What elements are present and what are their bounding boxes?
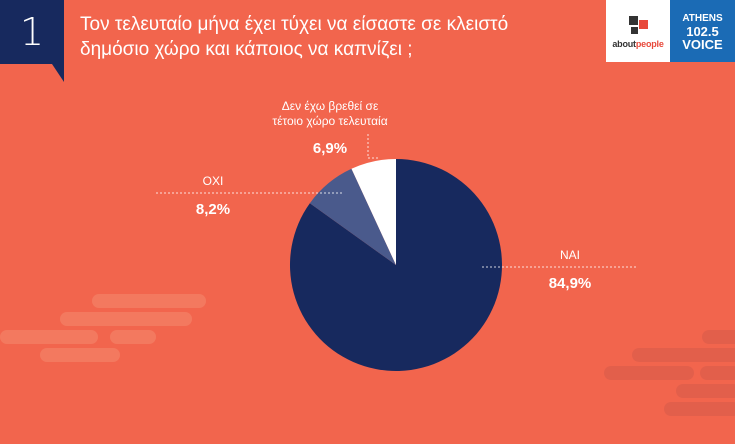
slice-value-nai: 84,9% [549, 275, 592, 292]
athens-voice-line1: ATHENS [682, 12, 723, 24]
pie-slice-none [351, 159, 396, 265]
slice-value-none: 6,9% [313, 140, 347, 157]
slice-label-nai: ΝΑΙ [560, 248, 580, 262]
aboutpeople-logo: aboutpeople [606, 0, 670, 62]
athens-voice-line3: VOICE [682, 36, 723, 52]
athens-voice-logo: ATHENS 102.5 VOICE [670, 0, 735, 62]
slice-label-oxi: ΟΧΙ [203, 174, 224, 188]
decorative-clouds-right [604, 330, 735, 416]
aboutpeople-wordmark: aboutpeople [612, 38, 664, 49]
aboutpeople-mark-icon [627, 14, 649, 36]
athens-voice-line2: 102.5 [686, 23, 719, 39]
slice-value-oxi: 8,2% [196, 201, 230, 218]
question-number-tail [52, 64, 64, 82]
chart-title: Τον τελευταίο μήνα έχει τύχει να είσαστε… [80, 14, 509, 60]
decorative-clouds-left [0, 294, 206, 362]
slice-label-none-line1: Δεν έχω βρεθεί σε [282, 99, 379, 113]
pie-slice-oxi [309, 168, 396, 265]
question-number: 1 [0, 0, 64, 64]
pie-slices [289, 159, 502, 371]
pie-slice-nai [289, 159, 502, 371]
slice-label-none-line2: τέτοιο χώρο τελευταία [272, 114, 387, 128]
